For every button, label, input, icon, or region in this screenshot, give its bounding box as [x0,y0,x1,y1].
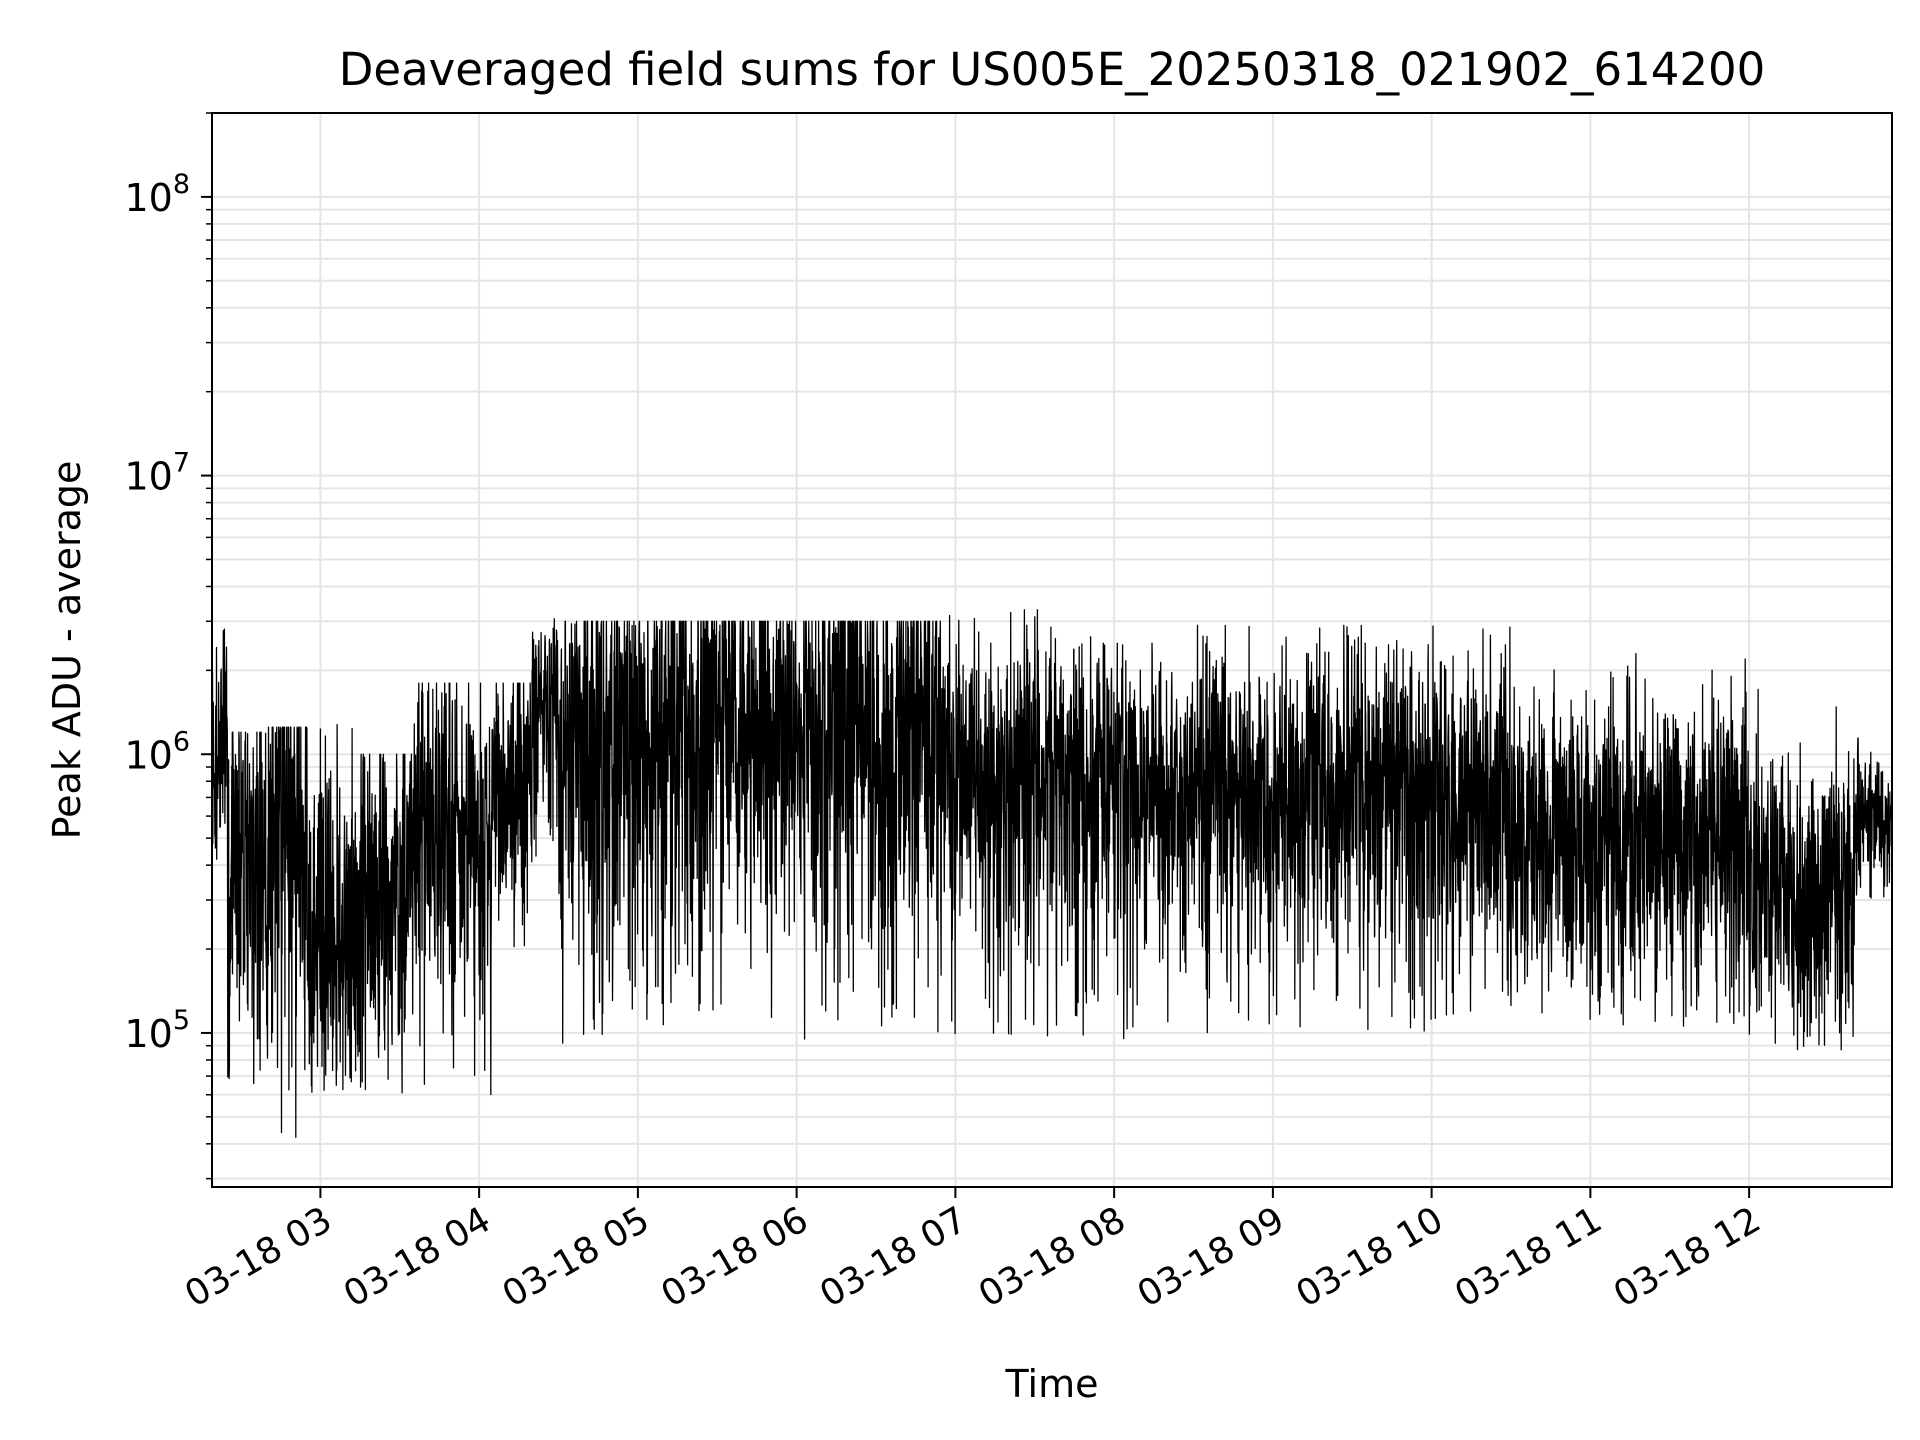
y-tick-label: 108 [124,169,190,220]
y-axis: 105 106 107 108 [124,112,212,1180]
chart-title: Deaveraged field sums for US005E_2025031… [339,43,1766,96]
series-line [211,609,1893,1138]
y-tick-label: 107 [124,448,190,499]
x-axis-label: Time [1005,1362,1099,1406]
series-group [211,609,1893,1138]
y-axis-label: Peak ADU - average [45,461,89,840]
plot-frame [211,112,1893,1188]
y-tick-label: 105 [124,1005,190,1056]
y-tick-label: 106 [124,726,190,777]
